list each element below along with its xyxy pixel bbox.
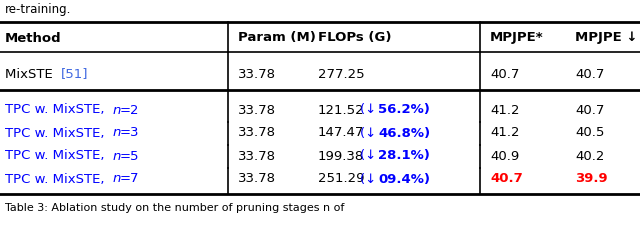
Text: MPJPE ↓: MPJPE ↓ [575,31,637,44]
Text: Method: Method [5,31,61,44]
Text: Param (M): Param (M) [238,31,316,44]
Text: 40.7: 40.7 [575,103,604,117]
Text: 121.52: 121.52 [318,103,365,117]
Text: 28.1%): 28.1%) [378,150,430,162]
Text: 199.38: 199.38 [318,150,364,162]
Text: n: n [113,173,122,186]
Text: TPC w. MixSTE,: TPC w. MixSTE, [5,103,109,117]
Text: (↓: (↓ [360,103,381,117]
Text: 33.78: 33.78 [238,173,276,186]
Text: 40.2: 40.2 [575,150,604,162]
Text: =7: =7 [120,173,140,186]
Text: 33.78: 33.78 [238,67,276,81]
Text: 40.7: 40.7 [575,67,604,81]
Text: 41.2: 41.2 [490,126,520,139]
Text: TPC w. MixSTE,: TPC w. MixSTE, [5,173,109,186]
Text: 33.78: 33.78 [238,126,276,139]
Text: 41.2: 41.2 [490,103,520,117]
Text: 40.7: 40.7 [490,67,520,81]
Text: 46.8%): 46.8%) [378,126,430,139]
Text: 39.9: 39.9 [575,173,607,186]
Text: TPC w. MixSTE,: TPC w. MixSTE, [5,150,109,162]
Text: (↓: (↓ [360,173,381,186]
Text: 33.78: 33.78 [238,103,276,117]
Text: (↓: (↓ [360,150,381,162]
Text: Table 3: Ablation study on the number of pruning stages n of: Table 3: Ablation study on the number of… [5,203,344,213]
Text: re-training.: re-training. [5,3,72,17]
Text: n: n [113,126,122,139]
Text: 40.5: 40.5 [575,126,604,139]
Text: 33.78: 33.78 [238,150,276,162]
Text: 40.7: 40.7 [490,173,523,186]
Text: MixSTE: MixSTE [5,67,57,81]
Text: 251.29: 251.29 [318,173,365,186]
Text: 40.9: 40.9 [490,150,519,162]
Text: MPJPE*: MPJPE* [490,31,543,44]
Text: TPC w. MixSTE,: TPC w. MixSTE, [5,126,109,139]
Text: n: n [113,150,122,162]
Text: =2: =2 [120,103,140,117]
Text: [51]: [51] [61,67,88,81]
Text: n: n [113,103,122,117]
Text: 56.2%): 56.2%) [378,103,430,117]
Text: 277.25: 277.25 [318,67,365,81]
Text: =5: =5 [120,150,140,162]
Text: 09.4%): 09.4%) [378,173,430,186]
Text: =3: =3 [120,126,140,139]
Text: FLOPs (G): FLOPs (G) [318,31,392,44]
Text: 147.47: 147.47 [318,126,364,139]
Text: (↓: (↓ [360,126,381,139]
